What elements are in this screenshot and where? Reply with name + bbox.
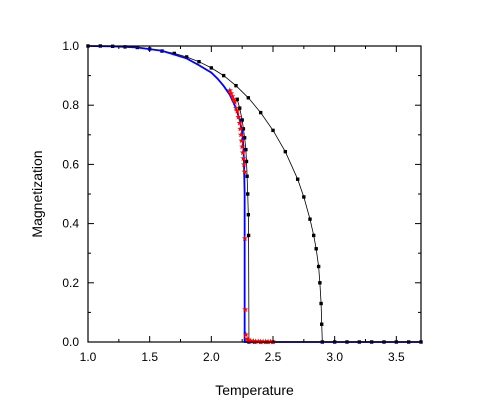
data-point <box>234 107 241 114</box>
data-point <box>244 335 251 342</box>
data-point <box>241 235 248 241</box>
data-point <box>265 338 272 345</box>
data-point <box>237 125 244 132</box>
data-point <box>242 331 249 338</box>
data-point <box>283 149 288 154</box>
data-point <box>314 247 318 251</box>
series-line <box>87 45 421 343</box>
data-point <box>312 233 316 238</box>
data-point <box>242 136 247 140</box>
data-point <box>260 338 267 345</box>
data-point <box>235 97 239 101</box>
series-1 <box>86 44 423 344</box>
y-tick-label: 0.0 <box>62 335 79 349</box>
x-tick-label: 3.0 <box>326 350 343 364</box>
data-point <box>245 174 249 178</box>
axis-ticks: 1.0 1.5 2.0 2.5 3.0 3.5 0.0 0.2 0.4 0.6 0.8 1.0 <box>62 39 421 364</box>
data-point <box>258 110 263 115</box>
data-point <box>320 322 324 326</box>
data-point <box>238 137 245 144</box>
data-point <box>172 51 177 56</box>
x-axis-title: Temperature <box>215 382 294 398</box>
data-point <box>239 143 246 150</box>
data-point <box>246 233 251 238</box>
data-point <box>240 155 247 162</box>
x-tick-label: 1.5 <box>141 350 158 364</box>
y-axis-title: Magnetization <box>29 150 45 237</box>
data-point <box>267 338 274 345</box>
x-tick-label: 2.5 <box>265 350 282 364</box>
data-point <box>316 264 321 269</box>
data-point <box>271 128 275 133</box>
data-point <box>237 131 244 138</box>
y-tick-label: 0.6 <box>62 157 79 171</box>
data-point <box>295 177 300 181</box>
y-tick-label: 1.0 <box>62 39 79 53</box>
data-point <box>308 217 312 221</box>
data-point <box>242 306 249 313</box>
data-point <box>230 96 237 102</box>
data-point <box>262 338 269 345</box>
data-point <box>209 66 214 70</box>
y-tick-label: 0.4 <box>62 217 79 231</box>
x-tick-label: 3.5 <box>388 350 405 364</box>
data-point <box>235 113 242 120</box>
data-point <box>244 147 248 152</box>
data-point <box>257 338 264 345</box>
data-point <box>240 118 244 122</box>
data-point <box>240 161 248 167</box>
y-tick-label: 0.8 <box>62 98 79 112</box>
data-point <box>234 83 238 88</box>
data-point <box>318 281 322 285</box>
data-point <box>228 90 235 96</box>
data-point <box>232 104 240 111</box>
data-point <box>319 301 323 306</box>
y-tick-label: 0.2 <box>62 276 79 290</box>
x-tick-label: 1.0 <box>80 350 97 364</box>
data-point <box>184 55 189 59</box>
data-point <box>226 87 233 93</box>
series-line <box>88 45 421 343</box>
series-3 <box>87 45 421 343</box>
data-point <box>241 127 246 131</box>
data-point <box>236 119 243 126</box>
data-point <box>246 213 251 217</box>
series-4 <box>226 87 277 345</box>
data-point <box>239 149 246 156</box>
data-point <box>229 93 236 99</box>
data-point <box>221 73 226 78</box>
data-point <box>197 59 201 64</box>
data-point <box>246 96 251 100</box>
data-point <box>231 99 238 105</box>
data-point <box>252 338 259 344</box>
plot-frame <box>87 45 422 343</box>
data-point <box>244 159 249 164</box>
plot-area <box>86 44 423 345</box>
data-point <box>246 192 250 196</box>
x-tick-label: 2.0 <box>203 350 220 364</box>
data-point <box>238 106 242 110</box>
data-point <box>241 168 248 175</box>
data-point <box>302 195 306 199</box>
